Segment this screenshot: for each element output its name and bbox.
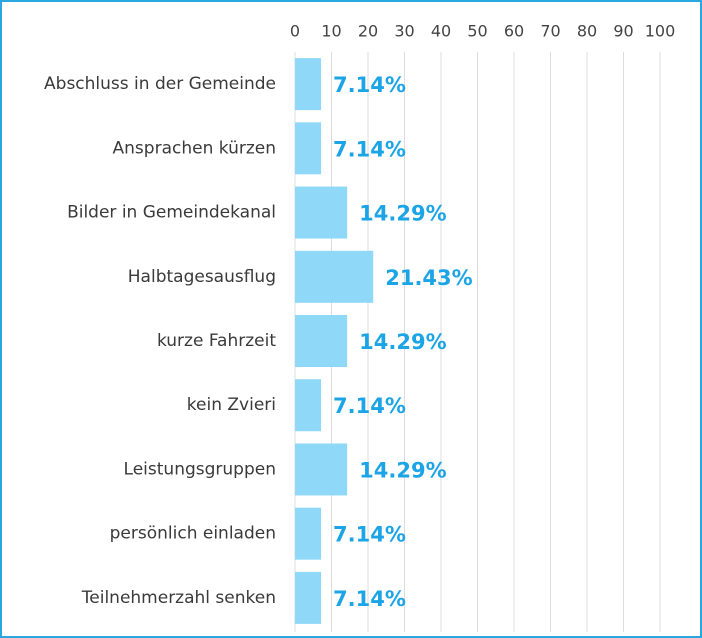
x-tick-label: 30 [394, 22, 414, 41]
y-tick-label: kurze Fahrzeit [157, 331, 276, 351]
value-label: 7.14% [333, 394, 406, 418]
bar [295, 186, 348, 239]
x-tick-label: 60 [504, 22, 524, 41]
bar [295, 250, 374, 303]
value-label: 21.43% [385, 266, 472, 290]
bar [295, 443, 348, 496]
x-tick-label: 100 [645, 22, 676, 41]
value-label: 7.14% [333, 73, 406, 97]
y-tick-label: Leistungsgruppen [124, 459, 276, 479]
x-tick-label: 20 [358, 22, 378, 41]
x-tick-label: 0 [290, 22, 300, 41]
x-tick-label: 40 [431, 22, 451, 41]
value-label: 7.14% [333, 523, 406, 547]
bar [295, 315, 348, 367]
value-label: 7.14% [333, 587, 406, 611]
x-tick-label: 70 [540, 22, 560, 41]
y-tick-label: persönlich einladen [110, 524, 276, 544]
value-label: 14.29% [359, 202, 446, 226]
value-label: 7.14% [333, 137, 406, 161]
bar [295, 58, 322, 111]
y-tick-label: Ansprachen kürzen [113, 138, 276, 158]
value-label: 14.29% [359, 330, 446, 354]
value-label: 14.29% [359, 458, 446, 482]
x-tick-label: 50 [467, 22, 487, 41]
y-tick-label: kein Zvieri [187, 395, 276, 415]
bar [295, 571, 322, 624]
x-tick-label: 10 [321, 22, 341, 41]
y-tick-label: Teilnehmerzahl senken [81, 588, 276, 608]
bar [295, 122, 322, 175]
y-tick-label: Bilder in Gemeindekanal [67, 203, 276, 223]
x-tick-label: 90 [613, 22, 633, 41]
y-tick-label: Abschluss in der Gemeinde [44, 74, 276, 94]
bar [295, 379, 322, 432]
x-tick-label: 80 [577, 22, 597, 41]
y-tick-label: Halbtagesausflug [128, 267, 276, 287]
bar [295, 507, 322, 560]
